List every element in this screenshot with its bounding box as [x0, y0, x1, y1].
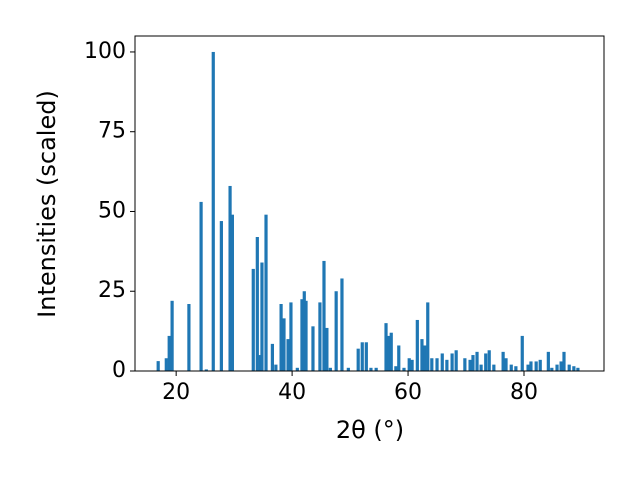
plot-frame — [134, 35, 605, 372]
bar — [302, 291, 306, 371]
bar — [304, 300, 308, 371]
bar — [204, 369, 208, 371]
bar — [282, 318, 286, 371]
bar — [295, 367, 299, 371]
x-tick-label: 80 — [510, 380, 538, 405]
bar — [454, 350, 458, 371]
bar — [509, 364, 513, 371]
bar — [167, 335, 171, 371]
bar — [420, 339, 424, 371]
bar — [445, 359, 449, 371]
bar — [264, 214, 268, 371]
bar — [501, 351, 505, 371]
bar — [415, 319, 419, 371]
bar — [274, 364, 278, 371]
bar — [251, 268, 255, 371]
bar — [211, 51, 215, 371]
x-axis-label: 2θ (°) — [336, 416, 404, 444]
bar — [562, 351, 566, 371]
bar — [258, 355, 262, 371]
x-tick-label: 20 — [162, 380, 190, 405]
bar — [484, 353, 488, 371]
bar — [199, 201, 203, 371]
bar — [450, 353, 454, 371]
bar — [468, 359, 472, 371]
x-tick-label: 60 — [394, 380, 422, 405]
bar — [504, 358, 508, 371]
y-tick-label: 100 — [84, 39, 126, 64]
bar — [286, 339, 290, 371]
bar — [514, 366, 518, 371]
y-tick-label: 25 — [98, 278, 126, 303]
bar — [576, 367, 580, 371]
bar — [360, 342, 364, 371]
bar — [487, 350, 491, 371]
bar — [550, 367, 554, 371]
bar — [219, 221, 223, 371]
bar — [559, 361, 563, 371]
bar — [230, 214, 234, 371]
bar — [364, 342, 368, 371]
bar — [492, 364, 496, 371]
bar — [397, 345, 401, 371]
bar — [356, 348, 360, 371]
bar — [260, 262, 264, 371]
bar — [479, 364, 483, 371]
bar — [346, 367, 350, 371]
bar — [300, 299, 304, 371]
bar — [529, 361, 533, 371]
x-tick-label: 40 — [278, 380, 306, 405]
bar — [328, 367, 332, 371]
bar — [538, 359, 542, 371]
bar — [255, 237, 259, 371]
bar — [334, 291, 338, 371]
bar — [430, 358, 434, 371]
bar — [475, 351, 479, 371]
bar — [410, 359, 414, 371]
bar — [394, 366, 398, 371]
bar — [407, 358, 411, 371]
bar — [270, 343, 274, 371]
bar — [426, 302, 430, 371]
bar — [546, 351, 550, 371]
y-tick-label: 0 — [112, 358, 126, 383]
bar — [322, 260, 326, 371]
bar — [423, 345, 427, 371]
bar — [340, 278, 344, 371]
bar — [170, 300, 174, 371]
bar — [387, 335, 391, 371]
bar — [384, 323, 388, 371]
bar — [311, 326, 315, 371]
bar — [572, 366, 576, 371]
bar — [369, 367, 373, 371]
bar — [440, 353, 444, 371]
y-tick-label: 75 — [98, 119, 126, 144]
bar — [374, 367, 378, 371]
bar — [402, 367, 406, 371]
bar — [187, 304, 191, 371]
bar — [435, 358, 439, 371]
bar — [555, 364, 559, 371]
bar — [526, 364, 530, 371]
bar — [567, 364, 571, 371]
bar — [325, 327, 329, 371]
bar — [279, 304, 283, 371]
y-tick-label: 50 — [98, 198, 126, 223]
y-axis-label: Intensities (scaled) — [33, 90, 61, 318]
bar — [463, 358, 467, 371]
bar — [534, 361, 538, 371]
bar — [389, 332, 393, 371]
bar — [228, 185, 232, 371]
bar — [318, 302, 322, 371]
bar — [164, 358, 168, 371]
bar — [520, 335, 524, 371]
bar — [156, 361, 160, 371]
bar — [471, 355, 475, 371]
bar — [289, 302, 293, 371]
